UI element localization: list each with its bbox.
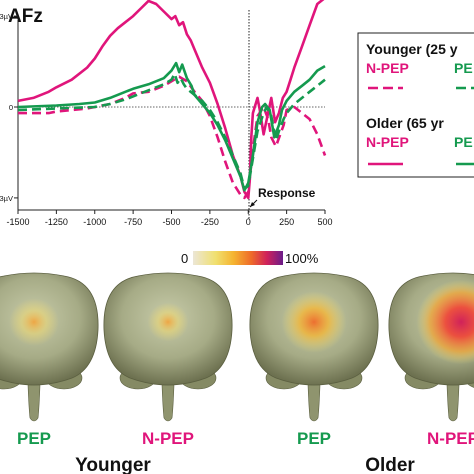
series-line-4 — [17, 72, 326, 191]
response-arrowhead-icon — [250, 202, 255, 207]
topomap-group — [0, 272, 474, 422]
x-tick-label: -1250 — [45, 217, 68, 227]
x-tick-label: -1500 — [6, 217, 29, 227]
x-tick-label: -1000 — [83, 217, 106, 227]
legend-label-older-pep: PE — [454, 134, 473, 150]
activation-hotspot — [416, 279, 474, 365]
x-tick-label: 250 — [279, 217, 294, 227]
panel-label-1: PEP — [17, 429, 51, 448]
panel-label-2: N-PEP — [142, 429, 194, 448]
topomap-2 — [103, 272, 233, 422]
topomap-3 — [249, 272, 379, 422]
colorbar-min-label: 0 — [181, 251, 188, 266]
panel-label-4: N-PEP — [427, 429, 474, 448]
x-tick-label: -250 — [201, 217, 219, 227]
group-label-younger: Younger — [75, 455, 151, 474]
series-line-2 — [18, 75, 327, 200]
x-tick-label: 0 — [246, 217, 251, 227]
x-tick-label: -500 — [162, 217, 180, 227]
legend-group-title-older: Older (65 yr — [366, 115, 444, 131]
x-tick-group: -1500 -1250 -1000 -750 -500 -250 0 250 500 — [6, 210, 333, 227]
plot-area: -1500 -1250 -1000 -750 -500 -250 0 250 500 -3µV 0… — [0, 0, 333, 227]
activation-hotspot — [281, 291, 347, 353]
legend-box — [357, 32, 474, 178]
x-tick-label: 500 — [317, 217, 332, 227]
colorbar-gradient — [193, 251, 283, 265]
colorbar: 0 100% — [181, 251, 319, 266]
legend-label-older-npep: N-PEP — [366, 134, 409, 150]
y-tick-group: -3µV 0 +3µV — [0, 12, 18, 203]
series-group — [17, 0, 327, 200]
topomap-1 — [0, 272, 99, 422]
colorbar-max-label: 100% — [285, 251, 319, 266]
legend-group-title-younger: Younger (25 y — [366, 41, 458, 57]
series-line-1 — [17, 0, 325, 200]
activation-hotspot — [9, 298, 59, 346]
group-label-older: Older — [365, 455, 415, 474]
panel-label-3: PEP — [297, 429, 331, 448]
x-tick-label: -750 — [124, 217, 142, 227]
legend: Younger (25 y N-PEP PE Older (65 yr N-PE… — [357, 32, 474, 178]
response-annotation: Response — [258, 186, 316, 200]
y-tick-label: +3µV — [0, 194, 13, 203]
legend-label-younger-npep: N-PEP — [366, 60, 409, 76]
topomap-4 — [388, 272, 474, 422]
legend-label-younger-pep: PE — [454, 60, 473, 76]
y-tick-label: -3µV — [0, 12, 13, 21]
chart-title: AFz — [8, 6, 43, 27]
activation-hotspot — [147, 302, 189, 342]
y-tick-label: 0 — [9, 103, 13, 112]
series-line-3 — [17, 61, 326, 192]
